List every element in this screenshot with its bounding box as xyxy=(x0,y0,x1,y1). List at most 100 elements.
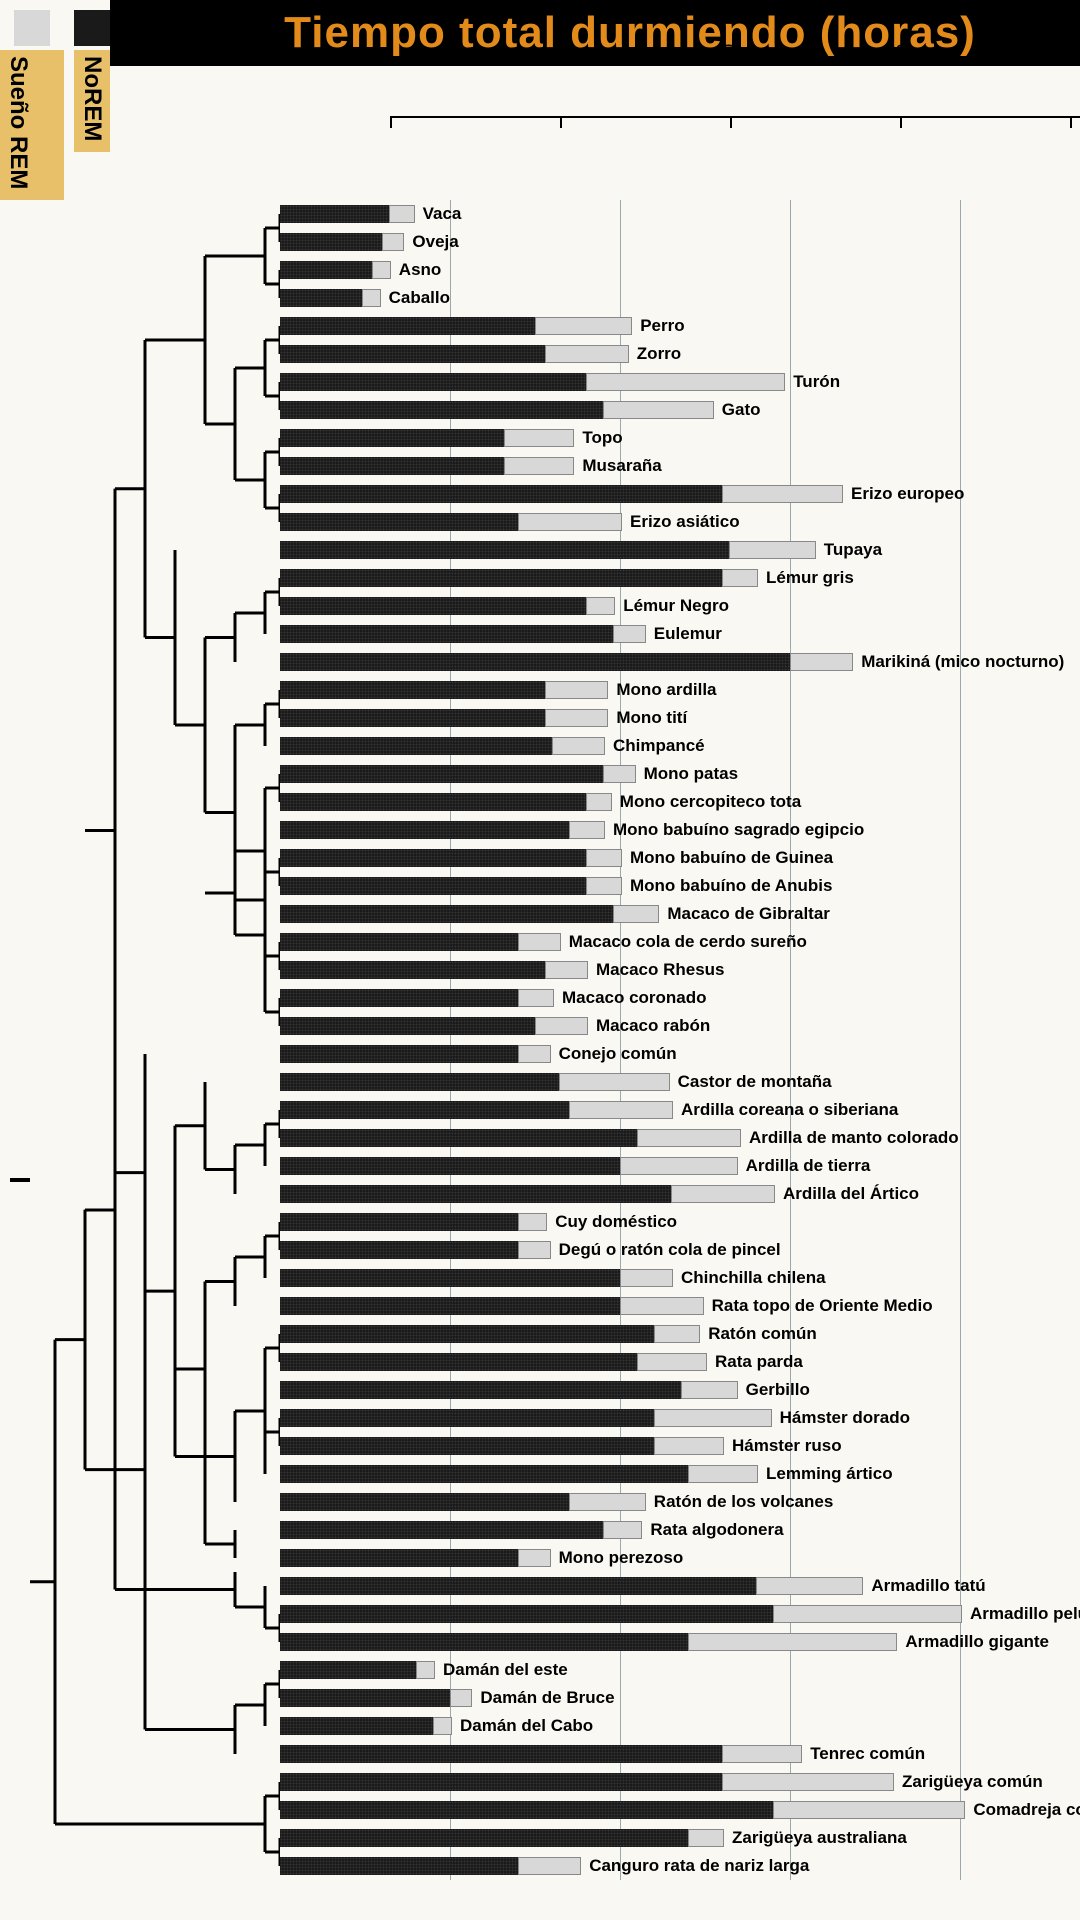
bar-cell xyxy=(280,1379,736,1401)
bar-rem xyxy=(620,1269,673,1287)
bar-rem xyxy=(603,765,636,783)
bar-norem xyxy=(280,1605,773,1623)
bar-rem xyxy=(450,1689,472,1707)
bar-cell xyxy=(280,875,620,897)
dendro-cell xyxy=(0,844,280,872)
bar-cell xyxy=(280,1659,433,1681)
bar-cell xyxy=(280,1687,470,1709)
bar-norem xyxy=(280,597,586,615)
dendro-cell xyxy=(0,1740,280,1768)
bar-rem xyxy=(613,905,659,923)
bar-norem xyxy=(280,1241,518,1259)
species-label: Conejo común xyxy=(559,1044,677,1064)
species-row: Macaco de Gibraltar xyxy=(0,900,1080,928)
species-row: Rata algodonera xyxy=(0,1516,1080,1544)
species-label: Tenrec común xyxy=(810,1744,925,1764)
dendro-cell xyxy=(0,816,280,844)
bar-cell xyxy=(280,1099,671,1121)
species-label: Macaco Rhesus xyxy=(596,960,725,980)
species-label: Armadillo gigante xyxy=(905,1632,1049,1652)
bar-norem xyxy=(280,1409,654,1427)
species-label: Asno xyxy=(399,260,442,280)
species-label: Hámster dorado xyxy=(780,1408,910,1428)
species-label: Chimpancé xyxy=(613,736,705,756)
dendro-cell xyxy=(0,1852,280,1880)
dendro-cell xyxy=(0,1040,280,1068)
species-row: Hámster dorado xyxy=(0,1404,1080,1432)
bar-cell xyxy=(280,1631,895,1653)
axis-tick-label: 15 xyxy=(889,44,912,66)
bar-rem xyxy=(569,1493,646,1511)
bar-cell xyxy=(280,1407,770,1429)
species-row: Chinchilla chilena xyxy=(0,1264,1080,1292)
species-row: Rata topo de Oriente Medio xyxy=(0,1292,1080,1320)
bar-rem xyxy=(518,1241,551,1259)
bar-cell xyxy=(280,987,552,1009)
bar-rem xyxy=(603,1521,642,1539)
species-label: Ardilla de tierra xyxy=(746,1156,871,1176)
bar-norem xyxy=(280,961,545,979)
species-row: Mono patas xyxy=(0,760,1080,788)
dendro-cell xyxy=(0,900,280,928)
species-label: Rata parda xyxy=(715,1352,803,1372)
dendro-cell xyxy=(0,1124,280,1152)
bar-rem xyxy=(518,1549,551,1567)
bar-cell xyxy=(280,595,613,617)
dendro-cell xyxy=(0,592,280,620)
bar-rem xyxy=(569,1101,673,1119)
bar-cell xyxy=(280,1071,668,1093)
species-row: Zarigüeya común xyxy=(0,1768,1080,1796)
bar-norem xyxy=(280,877,586,895)
bar-cell xyxy=(280,847,620,869)
dendro-cell xyxy=(0,956,280,984)
bar-norem xyxy=(280,1213,518,1231)
dendro-cell xyxy=(0,648,280,676)
species-row: Zarigüeya australiana xyxy=(0,1824,1080,1852)
dendro-cell xyxy=(0,1208,280,1236)
bar-norem xyxy=(280,1661,416,1679)
legend-label-rem: Sueño REM xyxy=(4,56,32,189)
bar-norem xyxy=(280,1745,722,1763)
bar-cell xyxy=(280,707,606,729)
bar-rem xyxy=(671,1185,775,1203)
bar-cell xyxy=(280,1239,549,1261)
species-row: Mono cercopiteco tota xyxy=(0,788,1080,816)
dendro-cell xyxy=(0,1684,280,1712)
species-row: Tupaya xyxy=(0,536,1080,564)
bar-rem xyxy=(389,205,415,223)
species-label: Armadillo tatú xyxy=(871,1576,985,1596)
bar-norem xyxy=(280,1549,518,1567)
dendro-cell xyxy=(0,1404,280,1432)
bar-rem xyxy=(729,541,816,559)
dendro-cell xyxy=(0,788,280,816)
bar-cell xyxy=(280,819,603,841)
species-row: Gerbillo xyxy=(0,1376,1080,1404)
species-row: Lémur Negro xyxy=(0,592,1080,620)
bar-cell xyxy=(280,567,756,589)
bar-cell xyxy=(280,1267,671,1289)
bar-norem xyxy=(280,1129,637,1147)
dendro-cell xyxy=(0,1320,280,1348)
bar-cell xyxy=(280,1519,640,1541)
x-axis: 05101520 xyxy=(390,66,1080,136)
bar-norem xyxy=(280,1773,722,1791)
species-row: Topo xyxy=(0,424,1080,452)
dendro-cell xyxy=(0,1432,280,1460)
species-row: Rata parda xyxy=(0,1348,1080,1376)
species-row: Mono babuíno de Guinea xyxy=(0,844,1080,872)
species-label: Eulemur xyxy=(654,624,722,644)
species-row: Conejo común xyxy=(0,1040,1080,1068)
bar-rem xyxy=(586,597,615,615)
bar-rem xyxy=(518,1045,551,1063)
bar-rem xyxy=(552,737,605,755)
axis-tick-label: 20 xyxy=(1059,44,1080,66)
species-row: Armadillo peludo xyxy=(0,1600,1080,1628)
species-row: Marikiná (mico nocturno) xyxy=(0,648,1080,676)
bar-norem xyxy=(280,1437,654,1455)
bar-rem xyxy=(603,401,714,419)
bar-rem xyxy=(620,1297,704,1315)
species-row: Zorro xyxy=(0,340,1080,368)
species-label: Marikiná (mico nocturno) xyxy=(861,652,1064,672)
bar-norem xyxy=(280,625,613,643)
chart-title: Tiempo total durmiendo (horas) xyxy=(284,8,976,57)
